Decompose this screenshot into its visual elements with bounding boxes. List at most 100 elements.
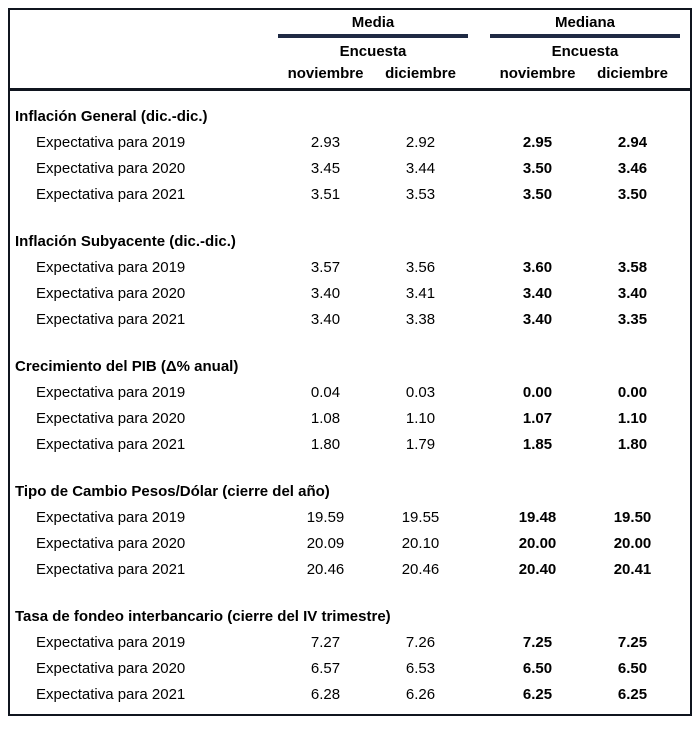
table-row: Expectativa para 2021 6.28 6.26 6.25 6.2… xyxy=(10,682,690,708)
media-noviembre-value: 3.51 xyxy=(310,186,341,203)
header-spacer xyxy=(10,13,278,38)
group-gap xyxy=(468,63,490,85)
media-noviembre-value: 3.45 xyxy=(310,160,341,177)
table-row: Expectativa para 2020 20.09 20.10 20.00 … xyxy=(10,531,690,557)
mediana-diciembre-value: 3.40 xyxy=(617,285,648,302)
media-diciembre-value: 1.10 xyxy=(405,410,436,427)
mediana-noviembre-value: 3.40 xyxy=(522,311,553,328)
media-diciembre-value: 7.26 xyxy=(405,634,436,651)
table-row: Expectativa para 2020 3.45 3.44 3.50 3.4… xyxy=(10,156,690,182)
mediana-diciembre-value: 0.00 xyxy=(617,384,648,401)
media-diciembre-value: 3.38 xyxy=(405,311,436,328)
media-diciembre-value: 3.56 xyxy=(405,259,436,276)
media-subheader: Encuesta xyxy=(339,43,407,60)
media-noviembre-value: 1.08 xyxy=(310,410,341,427)
media-group-header: Media xyxy=(278,13,468,38)
mediana-noviembre-value: 3.50 xyxy=(522,186,553,203)
mediana-diciembre-value: 3.46 xyxy=(617,160,648,177)
media-diciembre-value: 0.03 xyxy=(405,384,436,401)
column-gap xyxy=(468,307,490,333)
section-inflacion-general: Inflación General (dic.-dic.) Expectativ… xyxy=(10,103,690,208)
group-gap xyxy=(468,38,490,63)
section-title: Inflación Subyacente (dic.-dic.) xyxy=(15,233,236,250)
media-noviembre-value: 1.80 xyxy=(310,436,341,453)
table-row: Expectativa para 2019 19.59 19.55 19.48 … xyxy=(10,505,690,531)
table-row: Expectativa para 2019 3.57 3.56 3.60 3.5… xyxy=(10,255,690,281)
mediana-noviembre-value: 3.50 xyxy=(522,160,553,177)
row-label: Expectativa para 2020 xyxy=(36,660,186,677)
media-noviembre-value: 0.04 xyxy=(310,384,341,401)
media-noviembre-value: 3.40 xyxy=(310,311,341,328)
section-title: Tipo de Cambio Pesos/Dólar (cierre del a… xyxy=(15,483,330,500)
table-row: Expectativa para 2019 7.27 7.26 7.25 7.2… xyxy=(10,630,690,656)
column-gap xyxy=(468,432,490,458)
row-label: Expectativa para 2021 xyxy=(36,561,186,578)
media-diciembre-value: 6.26 xyxy=(405,686,436,703)
mediana-diciembre-value: 3.50 xyxy=(617,186,648,203)
row-label: Expectativa para 2021 xyxy=(36,186,186,203)
media-diciembre-value: 20.10 xyxy=(401,535,440,552)
column-gap xyxy=(468,557,490,583)
media-diciembre-value: 3.53 xyxy=(405,186,436,203)
mediana-noviembre-value: 3.40 xyxy=(522,285,553,302)
column-gap xyxy=(468,182,490,208)
media-noviembre-value: 20.09 xyxy=(306,535,345,552)
table-row: Expectativa para 2021 1.80 1.79 1.85 1.8… xyxy=(10,432,690,458)
mediana-diciembre-value: 20.00 xyxy=(613,535,652,552)
mediana-diciembre-value: 1.80 xyxy=(617,436,648,453)
section-tasa-de-fondeo: Tasa de fondeo interbancario (cierre del… xyxy=(10,603,690,708)
section-inflacion-subyacente: Inflación Subyacente (dic.-dic.) Expecta… xyxy=(10,228,690,333)
table-body: Inflación General (dic.-dic.) Expectativ… xyxy=(10,91,690,708)
mediana-subheader: Encuesta xyxy=(551,43,619,60)
table-header: Media Mediana Encuesta Encuesta noviembr… xyxy=(10,10,690,91)
row-label: Expectativa para 2019 xyxy=(36,509,186,526)
column-header-row: noviembre diciembre noviembre diciembre xyxy=(10,63,690,85)
table-row: Expectativa para 2021 3.51 3.53 3.50 3.5… xyxy=(10,182,690,208)
section-tipo-de-cambio: Tipo de Cambio Pesos/Dólar (cierre del a… xyxy=(10,478,690,583)
group-header-row: Media Mediana xyxy=(10,13,690,38)
row-label: Expectativa para 2020 xyxy=(36,285,186,302)
mediana-diciembre-value: 3.58 xyxy=(617,259,648,276)
table-row: Expectativa para 2020 3.40 3.41 3.40 3.4… xyxy=(10,281,690,307)
section-title: Inflación General (dic.-dic.) xyxy=(15,108,208,125)
media-noviembre-value: 6.28 xyxy=(310,686,341,703)
mediana-diciembre-value: 1.10 xyxy=(617,410,648,427)
subheader-row: Encuesta Encuesta xyxy=(10,38,690,63)
mediana-group-header: Mediana xyxy=(490,13,680,38)
mediana-diciembre-value: 6.50 xyxy=(617,660,648,677)
mediana-diciembre-value: 6.25 xyxy=(617,686,648,703)
row-label: Expectativa para 2021 xyxy=(36,311,186,328)
media-noviembre-value: 20.46 xyxy=(306,561,345,578)
mediana-noviembre-value: 6.25 xyxy=(522,686,553,703)
media-noviembre-value: 19.59 xyxy=(306,509,345,526)
media-noviembre-value: 3.57 xyxy=(310,259,341,276)
mediana-noviembre-value: 20.00 xyxy=(518,535,557,552)
expectations-table: Media Mediana Encuesta Encuesta noviembr… xyxy=(8,8,692,716)
section-title: Crecimiento del PIB (Δ% anual) xyxy=(15,358,239,375)
header-spacer xyxy=(10,38,278,63)
row-label: Expectativa para 2020 xyxy=(36,535,186,552)
section-title: Tasa de fondeo interbancario (cierre del… xyxy=(15,608,391,625)
media-diciembre-value: 3.44 xyxy=(405,160,436,177)
column-gap xyxy=(468,255,490,281)
mediana-diciembre-value: 3.35 xyxy=(617,311,648,328)
row-label: Expectativa para 2019 xyxy=(36,134,186,151)
table-row: Expectativa para 2021 20.46 20.46 20.40 … xyxy=(10,557,690,583)
row-label: Expectativa para 2019 xyxy=(36,259,186,276)
mediana-diciembre-column-header: diciembre xyxy=(597,65,668,82)
mediana-noviembre-value: 1.85 xyxy=(522,436,553,453)
media-diciembre-value: 1.79 xyxy=(405,436,436,453)
row-label: Expectativa para 2021 xyxy=(36,436,186,453)
mediana-noviembre-value: 2.95 xyxy=(522,134,553,151)
row-label: Expectativa para 2019 xyxy=(36,384,186,401)
mediana-noviembre-value: 3.60 xyxy=(522,259,553,276)
column-gap xyxy=(468,505,490,531)
column-gap xyxy=(468,380,490,406)
column-gap xyxy=(468,406,490,432)
mediana-noviembre-value: 6.50 xyxy=(522,660,553,677)
table-row: Expectativa para 2021 3.40 3.38 3.40 3.3… xyxy=(10,307,690,333)
media-diciembre-column-header: diciembre xyxy=(385,65,456,82)
media-diciembre-value: 3.41 xyxy=(405,285,436,302)
header-spacer xyxy=(10,63,278,85)
table-row: Expectativa para 2020 6.57 6.53 6.50 6.5… xyxy=(10,656,690,682)
